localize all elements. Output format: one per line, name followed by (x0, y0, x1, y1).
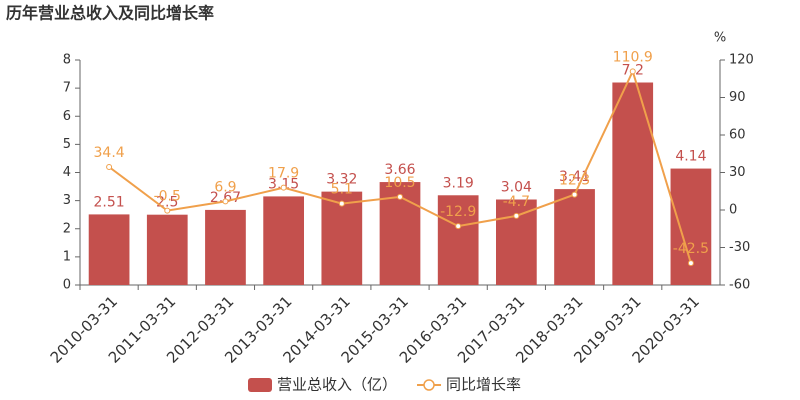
bar-value-label: 3.04 (501, 180, 532, 196)
line-point (571, 191, 578, 198)
line-point (397, 193, 403, 200)
y-tick-label: 0 (63, 278, 71, 293)
line-value-label: 34.4 (94, 145, 125, 161)
legend-swatch (423, 379, 435, 391)
line-point (338, 200, 345, 207)
y-tick-label: 2 (63, 221, 71, 236)
line-point (106, 164, 113, 170)
line-value-label: 5.1 (331, 182, 353, 198)
bar (670, 168, 712, 285)
line-value-label: -12.9 (440, 204, 476, 220)
y2-axis-label: % (714, 31, 726, 46)
line-point (629, 68, 636, 75)
line-value-label: -4.7 (503, 194, 530, 210)
bar-value-label: 4.14 (675, 149, 706, 165)
y2-tick-label: 0 (729, 203, 737, 218)
y2-tick-label: -30 (729, 240, 750, 255)
bar (496, 199, 537, 285)
bar-value-label: 3.32 (326, 172, 357, 188)
legend-swatch (248, 378, 272, 392)
bar (437, 195, 479, 285)
line-point (513, 212, 520, 219)
line-value-label: 10.5 (384, 175, 415, 191)
y2-tick-label: 90 (729, 90, 746, 105)
y-tick-label: 4 (63, 165, 71, 180)
bar-value-label: 3.15 (268, 176, 299, 192)
bar-value-label: 3.19 (443, 175, 474, 191)
bar (263, 196, 304, 285)
line-point (455, 223, 462, 230)
bar-value-label: 3.66 (384, 162, 415, 178)
y-tick-label: 8 (63, 53, 71, 68)
legend-label: 营业总收入（亿） (277, 376, 397, 394)
line-point (280, 184, 287, 191)
bar-value-label: 3.41 (559, 169, 590, 185)
line-point (164, 207, 171, 214)
y-tick-label: 6 (63, 109, 71, 124)
y-tick-label: 3 (63, 193, 71, 208)
line-value-label: 12.3 (559, 173, 590, 189)
line-value-label: 17.9 (268, 166, 299, 182)
line-point (687, 260, 694, 267)
bar (205, 209, 246, 285)
legend-label: 同比增长率 (446, 376, 521, 394)
bar (554, 189, 595, 285)
line-value-label: 6.9 (214, 179, 236, 195)
y2-tick-label: -60 (729, 278, 750, 293)
y2-tick-label: 120 (729, 53, 754, 68)
y-tick-label: 1 (63, 249, 71, 264)
bar (88, 214, 130, 285)
line-value-label: -0.5 (154, 189, 181, 205)
y-tick-label: 5 (63, 137, 71, 152)
y2-tick-label: 60 (729, 128, 746, 143)
bar (146, 214, 188, 285)
bar (612, 82, 654, 285)
line-value-label: 110.9 (613, 49, 653, 65)
chart-title: 历年营业总收入及同比增长率 (6, 4, 214, 23)
y-tick-label: 7 (63, 81, 71, 96)
line-value-label: -42.5 (673, 241, 709, 257)
bar-value-label: 2.51 (94, 194, 125, 210)
y2-tick-label: 30 (729, 165, 746, 180)
line-point (222, 198, 229, 205)
bar (321, 191, 363, 285)
